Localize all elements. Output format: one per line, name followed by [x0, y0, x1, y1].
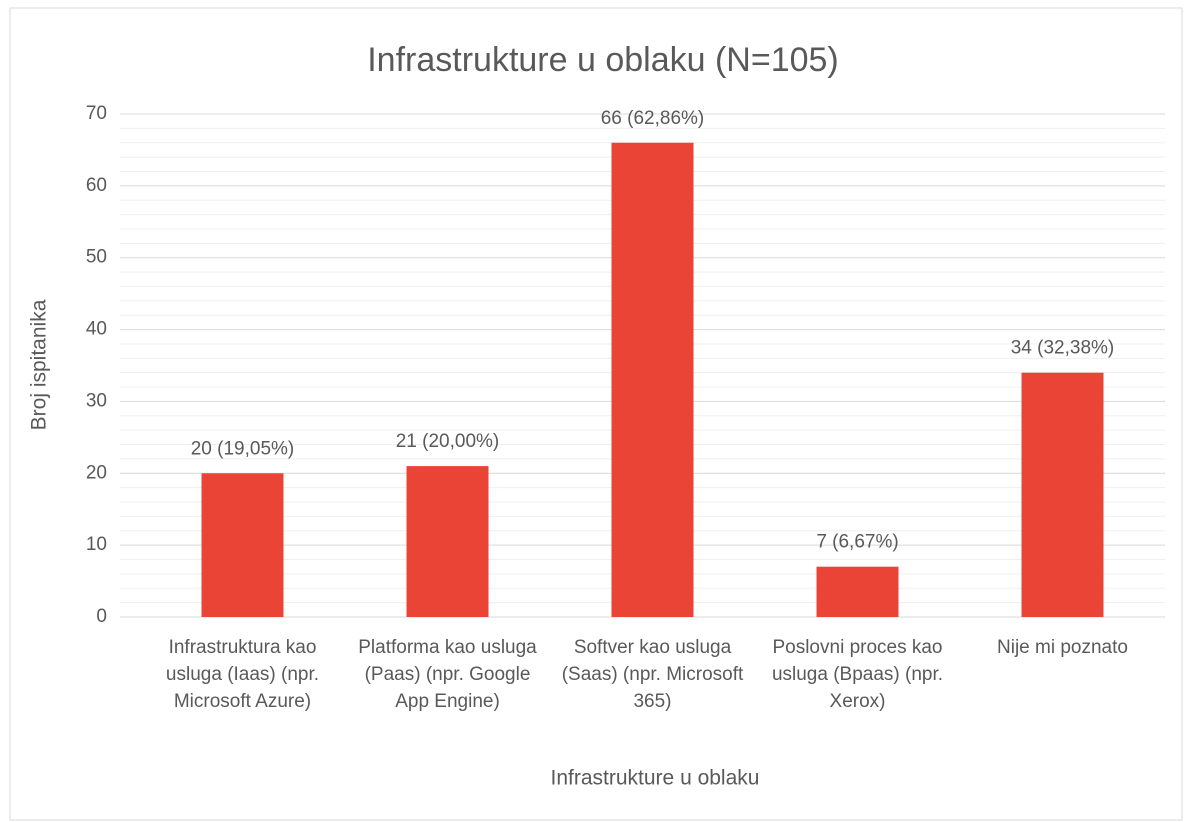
bar — [1021, 372, 1104, 617]
data-label: 66 (62,86%) — [601, 108, 705, 129]
y-tick-label: 30 — [86, 390, 107, 411]
x-tick-label: Infrastruktura kao usluga (Iaas) (npr. Mic… — [166, 637, 319, 712]
y-tick-label: 70 — [86, 103, 107, 124]
y-tick-label: 60 — [86, 175, 107, 196]
bar — [201, 473, 284, 617]
y-tick-label: 0 — [96, 606, 107, 627]
x-tick-label: Nije mi poznato — [997, 637, 1128, 658]
bar — [816, 566, 899, 617]
data-label: 7 (6,67%) — [816, 532, 898, 553]
data-label: 21 (20,00%) — [396, 431, 500, 452]
bar — [406, 466, 489, 617]
y-tick-label: 10 — [86, 534, 107, 555]
bar — [611, 142, 694, 617]
data-label: 20 (19,05%) — [191, 438, 295, 459]
y-tick-label: 40 — [86, 319, 107, 340]
data-label: 34 (32,38%) — [1011, 338, 1115, 359]
x-tick-label: Softver kao usluga (Saas) (npr. Microsoft… — [562, 637, 744, 712]
chart-title: Infrastrukture u oblaku (N=105) — [367, 41, 839, 79]
x-tick-label: Platforma kao usluga (Paas) (npr. Google A… — [358, 637, 537, 712]
x-tick-label: Poslovni proces kao usluga (Bpaas) (npr. X… — [772, 637, 943, 712]
y-tick-label: 50 — [86, 247, 107, 268]
y-tick-label: 20 — [86, 462, 107, 483]
x-axis-title: Infrastrukture u oblaku — [551, 767, 760, 790]
y-axis-title: Broj ispitanika — [28, 299, 51, 430]
chart-border — [9, 7, 1183, 821]
